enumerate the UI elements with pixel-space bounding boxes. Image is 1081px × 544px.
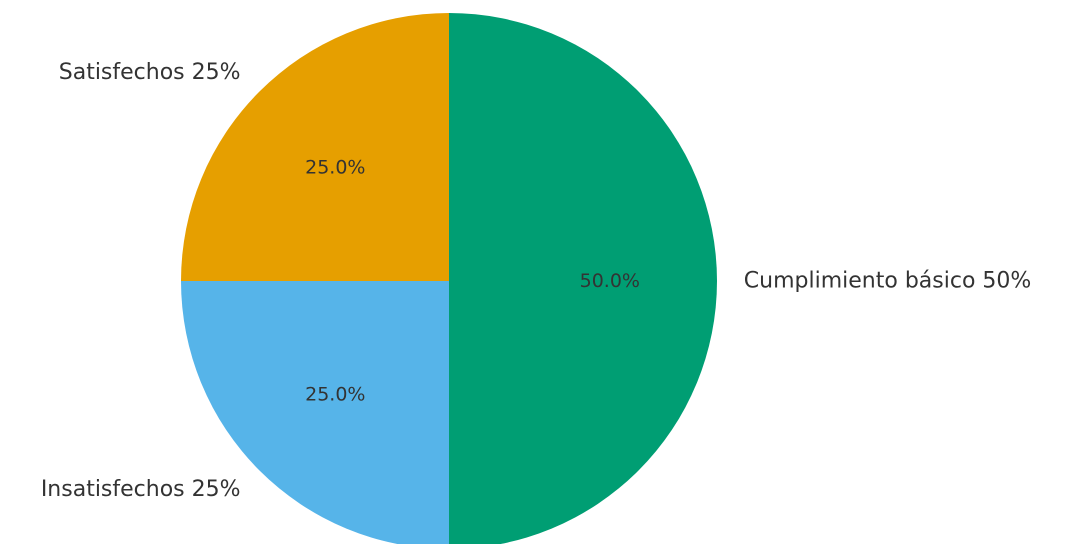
pie-slice [181, 13, 449, 281]
slice-percent-label: 25.0% [305, 156, 365, 178]
labels-group: 25.0% Satisfechos 25% 25.0% Insatisfechos 2… [41, 60, 1031, 502]
slices-group [181, 13, 717, 544]
pie-slice [181, 281, 449, 544]
slice-percent-label: 50.0% [580, 270, 640, 292]
slice-category-label: Cumplimiento básico 50% [744, 269, 1032, 294]
slice-percent-label: 25.0% [305, 384, 365, 406]
pie-slice [449, 13, 717, 544]
slice-category-label: Insatisfechos 25% [41, 477, 241, 502]
slice-category-label: Satisfechos 25% [59, 60, 241, 85]
